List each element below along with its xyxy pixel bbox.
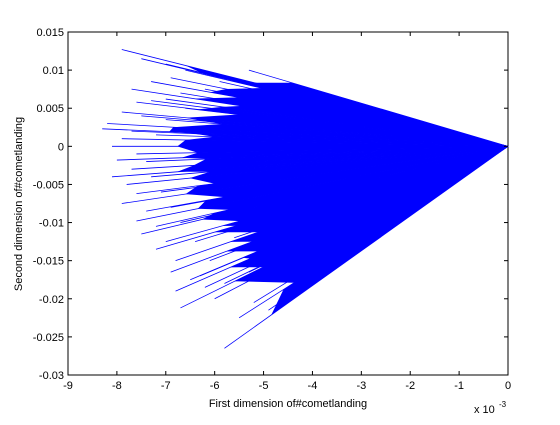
x-tick-label: -8: [112, 380, 122, 392]
x-tick-label: -2: [405, 380, 415, 392]
x-tick-label: -7: [161, 380, 171, 392]
fan-fill-wedge: [234, 146, 509, 284]
fan-segment: [292, 145, 509, 262]
y-axis-label: Second dimension of#cometlanding: [13, 117, 25, 291]
fan-segment: [219, 81, 509, 147]
fan-segment: [209, 145, 509, 262]
series-layer: [102, 49, 509, 349]
series-fan: [102, 49, 509, 349]
x-multiplier-label: x 10: [474, 404, 495, 416]
y-tick-label: -0.025: [33, 332, 64, 344]
fan-segment: [165, 98, 509, 147]
fan-segment: [248, 69, 509, 147]
x-tick-label: -3: [356, 380, 366, 392]
fan-segment: [155, 145, 509, 250]
fan-segment: [151, 145, 509, 178]
y-tick-label: 0.01: [43, 65, 64, 77]
fan-segment: [165, 145, 509, 242]
tick-layer: -9 -8 -7 -6 -5 -4 -3 -2 -1 0 -0.03 -0.025 -0.02 -0.01…: [33, 27, 511, 392]
x-tick-label: -4: [308, 380, 318, 392]
x-tick-label: 0: [505, 380, 511, 392]
fan-segment: [121, 138, 509, 147]
fan-fill-wedge: [201, 146, 509, 223]
fan-segment: [180, 92, 509, 147]
fan-segment: [204, 145, 509, 288]
x-tick-label: -5: [259, 380, 269, 392]
x-multiplier-exponent: -3: [499, 400, 507, 409]
fan-segment: [170, 77, 509, 147]
fan-segment: [121, 145, 509, 204]
fan-segment: [224, 146, 509, 349]
fan-segment: [204, 88, 509, 147]
fan-segment: [287, 92, 509, 147]
fan-segment: [194, 145, 509, 242]
fan-segment: [126, 145, 509, 185]
fan-segment: [151, 100, 509, 147]
fan-segment: [131, 88, 509, 147]
y-tick-label: -0.03: [39, 370, 64, 382]
y-tick-label: -0.005: [33, 179, 64, 191]
fan-fill-wedge: [189, 146, 508, 185]
fan-segment: [214, 145, 509, 300]
fan-segment: [234, 145, 509, 239]
fan-segment: [155, 134, 509, 147]
fan-segment: [160, 145, 509, 193]
x-tick-label: -9: [63, 380, 73, 392]
fan-segment: [136, 145, 509, 222]
fan-segment: [131, 145, 509, 170]
fan-segment: [170, 145, 509, 273]
fan-segment: [111, 145, 509, 178]
fan-segment: [263, 145, 509, 254]
fan-fill-wedge: [185, 146, 508, 198]
fan-segment: [351, 145, 509, 250]
fan-fill-wedge: [185, 114, 508, 147]
fan-segment: [146, 145, 509, 162]
y-tick-label: -0.01: [39, 218, 64, 230]
y-tick-label: 0.005: [36, 103, 64, 115]
fan-segment: [321, 146, 509, 273]
y-tick-label: 0: [58, 141, 64, 153]
fan-segment: [253, 145, 509, 303]
x-axis-label: First dimension of#cometlanding: [209, 398, 367, 410]
fan-segment: [185, 107, 509, 147]
fan-segment: [224, 145, 509, 284]
x-tick-label: -6: [210, 380, 220, 392]
fan-segment: [116, 145, 509, 161]
fan-fill-wedge: [173, 124, 508, 147]
y-tick-label: -0.015: [33, 256, 64, 268]
fan-segment: [175, 145, 509, 262]
fan-segment: [151, 81, 509, 147]
x-tick-label: -1: [454, 380, 464, 392]
fan-segment: [107, 123, 509, 147]
y-tick-label: -0.02: [39, 294, 64, 306]
fan-segment: [102, 128, 509, 147]
fan-segment: [180, 145, 509, 223]
fan-segment: [199, 145, 509, 277]
fan-segment: [136, 145, 509, 155]
fan-segment: [170, 145, 509, 208]
fan-segment: [165, 119, 509, 147]
y-tick-label: 0.015: [36, 27, 64, 39]
